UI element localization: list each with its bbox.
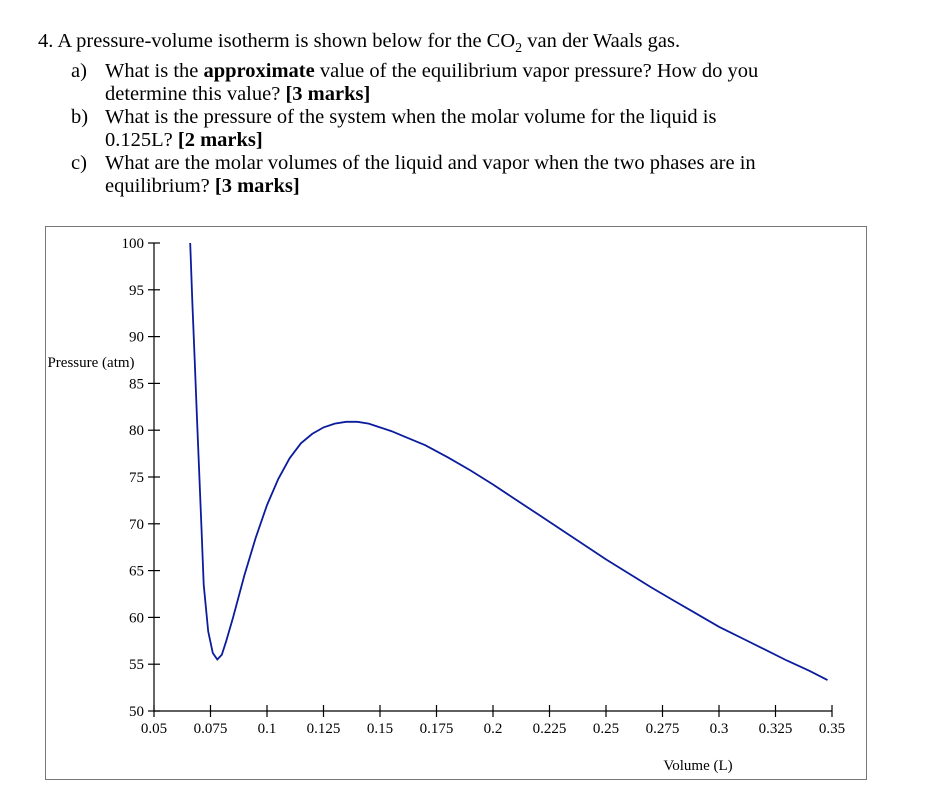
part-a-line2-text: determine this value? (105, 83, 286, 106)
part-a-label: a) (71, 60, 87, 83)
part-b-line1: b) What is the pressure of the system wh… (38, 106, 918, 129)
question-intro: 4. A pressure-volume isotherm is shown b… (38, 30, 918, 60)
question-intro-text: A pressure-volume isotherm is shown belo… (57, 30, 516, 52)
isotherm-curve (189, 242, 828, 681)
co2-subscript: 2 (515, 41, 523, 57)
y-tick-label: 100 (122, 236, 145, 252)
question-number: 4. (38, 30, 54, 52)
part-a-bold: approximate (203, 60, 315, 83)
part-b-text: What is the pressure of the system when … (105, 106, 717, 129)
y-tick-label: 50 (129, 704, 144, 720)
x-tick-label: 0.175 (420, 721, 454, 737)
y-tick-label: 85 (129, 376, 144, 392)
x-axis-label: Volume (L) (663, 758, 732, 774)
y-tick-label: 95 (129, 283, 144, 299)
x-tick-label: 0.225 (533, 721, 567, 737)
question-intro-end: van der Waals gas. (522, 30, 681, 52)
part-c-line1: c) What are the molar volumes of the liq… (38, 152, 918, 175)
pv-isotherm-chart: 50 55 60 65 70 75 80 85 90 95 100 0.05 0.075 0.1 0.12… (47, 236, 845, 774)
y-tick-label: 70 (129, 517, 144, 533)
y-tick-label: 80 (129, 423, 144, 439)
x-tick-label: 0.3 (710, 721, 729, 737)
part-a-line1: a) What is the approximate value of the … (38, 60, 918, 83)
x-tick-label: 0.325 (759, 721, 793, 737)
part-c-text: What are the molar volumes of the liquid… (105, 152, 756, 175)
x-tick-label: 0.35 (819, 721, 845, 737)
x-tick-label: 0.25 (593, 721, 619, 737)
x-tick-label: 0.2 (484, 721, 503, 737)
y-tick-label: 60 (129, 610, 144, 626)
part-b-line2: 0.125L? [2 marks] (38, 129, 918, 152)
y-ticks: 50 55 60 65 70 75 80 85 90 95 100 (122, 236, 160, 720)
isotherm-figure: 50 55 60 65 70 75 80 85 90 95 100 0.05 0.075 0.1 0.12… (45, 226, 867, 780)
x-tick-label: 0.075 (194, 721, 228, 737)
part-b-label: b) (71, 106, 89, 129)
part-c-label: c) (71, 152, 87, 175)
part-b-line2-text: 0.125L? (105, 129, 178, 152)
y-tick-label: 55 (129, 657, 144, 673)
x-tick-label: 0.125 (307, 721, 341, 737)
part-a-marks: [3 marks] (285, 83, 371, 106)
y-tick-label: 90 (129, 330, 144, 346)
part-a-line2: determine this value? [3 marks] (38, 83, 918, 106)
x-tick-label: 0.15 (367, 721, 393, 737)
x-tick-label: 0.05 (141, 721, 167, 737)
y-tick-label: 65 (129, 564, 144, 580)
x-tick-label: 0.275 (646, 721, 680, 737)
part-c-marks: [3 marks] (214, 175, 300, 198)
part-c-line2-text: equilibrium? (105, 175, 215, 198)
part-a-text-pre: What is the (105, 60, 204, 83)
y-axis-label: Pressure (atm) (47, 355, 134, 371)
x-ticks: 0.05 0.075 0.1 0.125 0.15 0.175 0.2 0.225 0.25 0.… (141, 705, 845, 737)
question-block: 4. A pressure-volume isotherm is shown b… (38, 30, 918, 198)
part-b-marks: [2 marks] (177, 129, 263, 152)
part-a-text-post: value of the equilibrium vapor pressure?… (314, 60, 759, 83)
y-tick-label: 75 (129, 470, 144, 486)
x-tick-label: 0.1 (258, 721, 277, 737)
part-c-line2: equilibrium? [3 marks] (38, 175, 918, 198)
